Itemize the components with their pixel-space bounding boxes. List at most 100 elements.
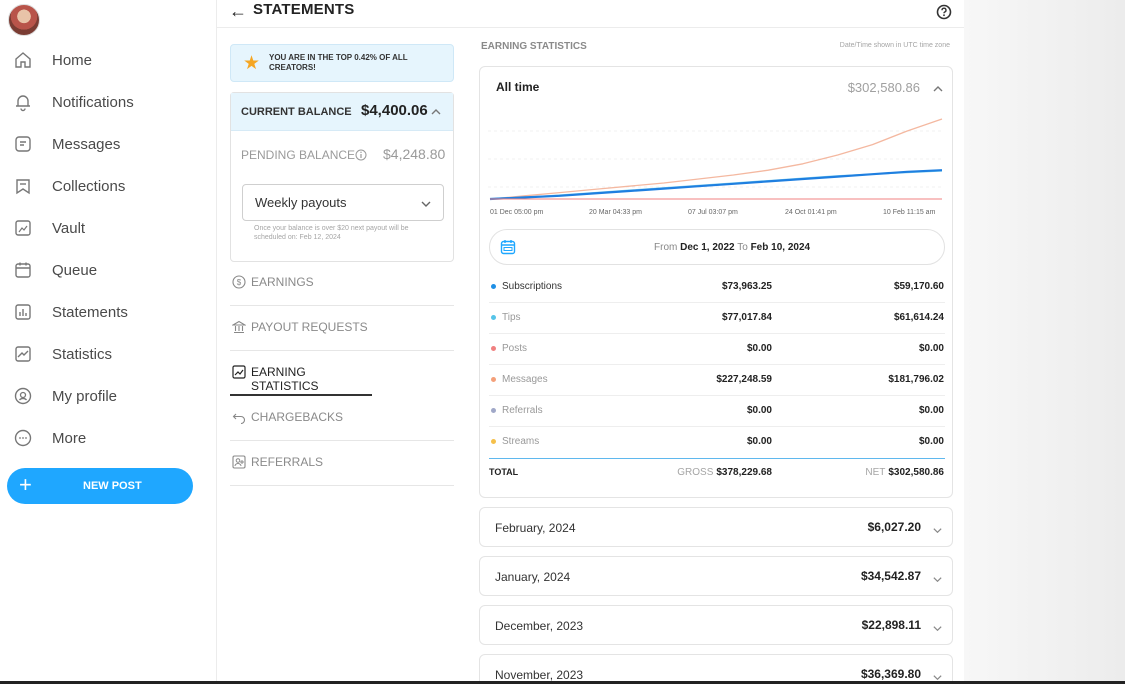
earnings-row-tips: Tips $77,017.84 $61,614.24 <box>489 303 945 334</box>
info-icon[interactable] <box>355 148 367 161</box>
x-tick-label: 10 Feb 11:15 am <box>883 209 936 216</box>
star-icon: ★ <box>243 53 261 74</box>
statistics-icon <box>13 344 33 364</box>
chevron-up-icon[interactable] <box>430 105 442 117</box>
series-line-subscriptions <box>489 169 943 201</box>
new-post-button[interactable]: + NEW POST <box>7 468 193 504</box>
collections-icon <box>13 176 33 196</box>
menu-label: EARNING STATISTICS <box>251 365 319 393</box>
balance-panel: CURRENT BALANCE $4,400.06 PENDING BALANC… <box>230 92 454 262</box>
menu-label: CHARGEBACKS <box>251 410 344 424</box>
row-name: Referrals <box>502 405 543 416</box>
series-dot <box>491 377 496 382</box>
nav-label: Messages <box>52 135 121 153</box>
payout-note: Once your balance is over $20 next payou… <box>254 225 409 241</box>
series-dot <box>491 315 496 320</box>
menu-earning-statistics[interactable]: EARNING STATISTICS <box>230 351 372 396</box>
menu-referrals[interactable]: REFERRALS <box>230 441 454 486</box>
total-divider <box>489 458 945 459</box>
home-icon <box>13 50 33 70</box>
bottom-border <box>0 681 1125 684</box>
bell-icon <box>13 92 33 112</box>
nav-item-more[interactable]: More <box>0 418 210 458</box>
month-card[interactable]: December, 2023 $22,898.11 <box>479 605 953 645</box>
banner-text: YOU ARE IN THE TOP 0.42% OF ALL CREATORS… <box>269 53 408 72</box>
row-net: $0.00 <box>918 343 944 354</box>
nav-item-home[interactable]: Home <box>0 40 210 80</box>
series-dot <box>491 439 496 444</box>
current-balance-header[interactable]: CURRENT BALANCE $4,400.06 <box>231 93 453 131</box>
earnings-row-subscriptions: Subscriptions $73,963.25 $59,170.60 <box>489 272 945 303</box>
earnings-row-messages: Messages $227,248.59 $181,796.02 <box>489 365 945 396</box>
svg-text:$: $ <box>237 278 242 287</box>
payout-frequency-value: Weekly payouts <box>255 195 347 210</box>
row-gross: $227,248.59 <box>716 374 772 385</box>
month-amount: $22,898.11 <box>861 618 921 632</box>
row-name: Subscriptions <box>502 281 563 292</box>
series-dot <box>491 284 496 289</box>
month-card[interactable]: November, 2023 $36,369.80 <box>479 654 953 684</box>
menu-label: PAYOUT REQUESTS <box>251 320 368 334</box>
nav-label: Collections <box>52 177 126 195</box>
payout-frequency-select[interactable]: Weekly payouts <box>242 184 444 221</box>
month-name: February, 2024 <box>495 521 576 535</box>
nav-item-notifications[interactable]: Notifications <box>0 82 210 122</box>
menu-earnings[interactable]: $ EARNINGS <box>230 261 454 306</box>
nav-item-statistics[interactable]: Statistics <box>0 334 210 374</box>
period-total: $302,580.86 <box>847 80 920 95</box>
row-gross: $73,963.25 <box>721 281 772 292</box>
page-header: ← STATEMENTS <box>217 0 964 28</box>
earnings-line-chart <box>488 118 944 201</box>
x-tick-label: 01 Dec 05:00 pm <box>490 209 544 216</box>
total-gross: GROSS $378,229.68 <box>677 467 772 478</box>
pending-balance-label: PENDING BALANCE <box>241 148 356 162</box>
plus-icon: + <box>19 472 32 497</box>
nav-item-queue[interactable]: Queue <box>0 250 210 290</box>
chevron-down-icon <box>420 197 432 209</box>
menu-chargebacks[interactable]: CHARGEBACKS <box>230 396 454 441</box>
calendar-icon <box>500 239 516 255</box>
top-creator-banner: ★ YOU ARE IN THE TOP 0.42% OF ALL CREATO… <box>230 44 454 82</box>
month-card[interactable]: February, 2024 $6,027.20 <box>479 507 953 547</box>
chart-trend-icon <box>232 365 246 379</box>
nav-item-statements[interactable]: Statements <box>0 292 210 332</box>
row-gross: $77,017.84 <box>721 312 772 323</box>
nav-item-vault[interactable]: Vault <box>0 208 210 248</box>
new-post-label: NEW POST <box>83 480 142 492</box>
row-net: $59,170.60 <box>893 281 944 292</box>
undo-icon <box>232 410 246 425</box>
avatar[interactable] <box>8 4 40 36</box>
row-net: $61,614.24 <box>893 312 944 323</box>
chevron-up-icon[interactable] <box>932 82 944 94</box>
date-range-text: From Dec 1, 2022 To Feb 10, 2024 <box>654 242 811 253</box>
timezone-note: Date/Time shown in UTC time zone <box>839 42 950 49</box>
x-tick-label: 20 Mar 04:33 pm <box>589 209 642 216</box>
earning-stats-card: All time $302,580.86 01 Dec 05:00 pm 20 … <box>479 66 953 498</box>
chevron-down-icon <box>932 523 943 534</box>
earnings-row-posts: Posts $0.00 $0.00 <box>489 334 945 365</box>
sidebar: Home Notifications Messages Collections … <box>0 0 216 684</box>
month-name: January, 2024 <box>495 570 571 584</box>
nav-item-my-profile[interactable]: My profile <box>0 376 210 416</box>
month-amount: $6,027.20 <box>867 520 921 534</box>
month-card[interactable]: January, 2024 $34,542.87 <box>479 556 953 596</box>
help-icon[interactable] <box>934 2 954 22</box>
nav-label: More <box>52 429 87 447</box>
back-arrow-icon[interactable]: ← <box>229 1 247 21</box>
chevron-down-icon <box>932 670 943 681</box>
series-line-messages <box>489 118 943 200</box>
x-tick-label: 07 Jul 03:07 pm <box>688 209 738 216</box>
date-range-picker[interactable]: From Dec 1, 2022 To Feb 10, 2024 <box>489 229 945 265</box>
earnings-row-streams: Streams $0.00 $0.00 <box>489 427 945 458</box>
divider <box>216 0 217 684</box>
row-name: Messages <box>502 374 548 385</box>
nav-item-collections[interactable]: Collections <box>0 166 210 206</box>
nav-item-messages[interactable]: Messages <box>0 124 210 164</box>
row-net: $0.00 <box>918 436 944 447</box>
series-dot <box>491 408 496 413</box>
nav-label: Vault <box>52 219 86 237</box>
earnings-row-referrals: Referrals $0.00 $0.00 <box>489 396 945 427</box>
message-icon <box>13 134 33 154</box>
background-panel <box>964 0 1125 684</box>
menu-payout-requests[interactable]: PAYOUT REQUESTS <box>230 306 454 351</box>
